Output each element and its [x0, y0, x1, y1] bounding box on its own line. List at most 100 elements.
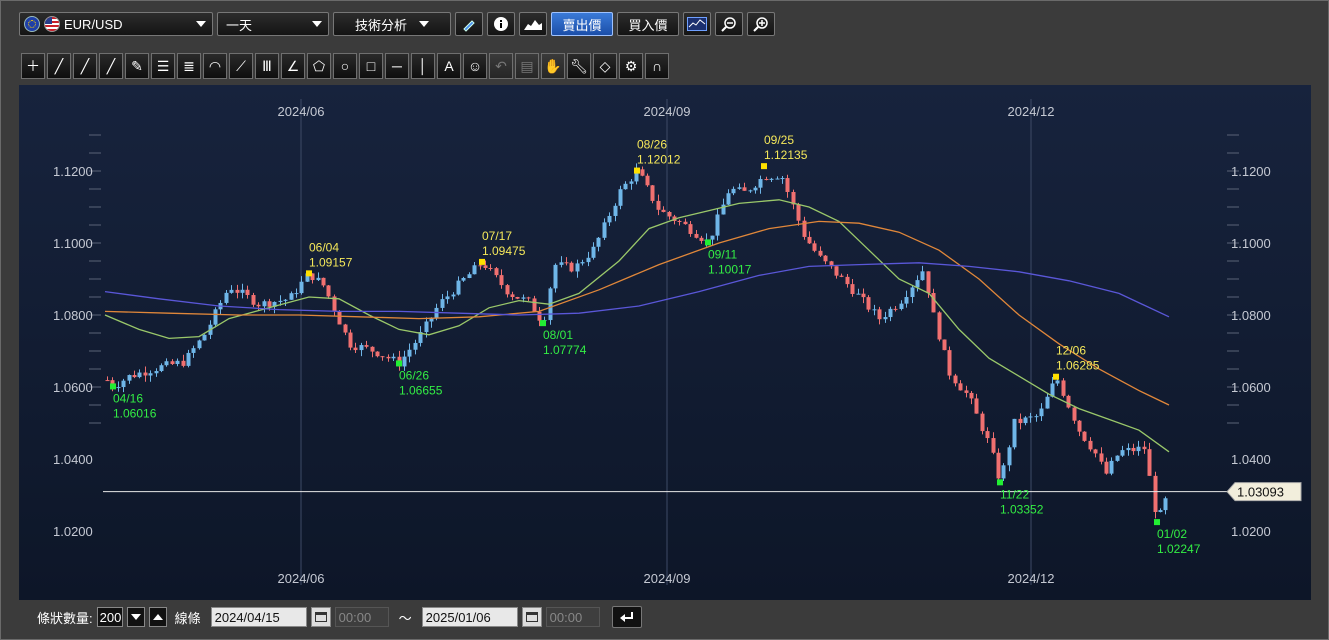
- y-tick-label-left: 1.0200: [53, 524, 93, 539]
- start-date-field[interactable]: 2024/04/15: [210, 607, 307, 627]
- candle-up: [618, 189, 623, 206]
- chart-type-button[interactable]: [519, 12, 547, 36]
- zoom-in-button[interactable]: [747, 12, 775, 36]
- low-marker-price: 1.02247: [1157, 542, 1201, 556]
- candle-up: [883, 317, 888, 320]
- ruler-tool-icon[interactable]: ✎: [125, 53, 149, 79]
- start-calendar-button[interactable]: [310, 607, 331, 627]
- candle-down: [1072, 407, 1077, 421]
- low-marker-date: 11/22: [1000, 487, 1029, 501]
- x-tick-label-top: 2024/06: [278, 104, 325, 119]
- candle-down: [494, 268, 499, 276]
- high-marker-date: 09/25: [764, 133, 794, 147]
- symbol-selector[interactable]: EUR/USD: [19, 12, 213, 36]
- candle-down: [505, 285, 510, 295]
- bars-count-field[interactable]: 200: [96, 607, 123, 627]
- candle-down: [877, 309, 882, 320]
- candle-up: [418, 332, 423, 343]
- horizontal-line-tool-icon[interactable]: ─: [385, 53, 409, 79]
- draw-pen-button[interactable]: [455, 12, 483, 36]
- rectangle-tool-icon[interactable]: □: [359, 53, 383, 79]
- candle-down: [256, 304, 261, 307]
- candle-up: [186, 352, 191, 366]
- hand-icon[interactable]: ✋: [541, 53, 565, 79]
- price-chart[interactable]: 1.1200 1.1200 1.1000 1.1000 1.0800 1.0800 1.06…: [19, 85, 1311, 600]
- technical-analysis-button[interactable]: 技術分析: [333, 12, 451, 36]
- candle-down: [510, 294, 515, 297]
- candle-up: [521, 297, 526, 299]
- candle-down: [980, 413, 985, 432]
- bars-down-button[interactable]: [126, 607, 145, 627]
- period-label: 一天: [226, 17, 253, 33]
- icon-tool-icon[interactable]: ☺: [463, 53, 487, 79]
- candle-down: [866, 297, 871, 310]
- candle-down: [564, 262, 569, 264]
- circle-tool-icon[interactable]: ○: [333, 53, 357, 79]
- sell-price-button[interactable]: 賣出價: [551, 12, 613, 36]
- line-tool-icon[interactable]: ╱: [47, 53, 71, 79]
- candle-up: [769, 178, 774, 180]
- fibonacci-arc-tool-icon[interactable]: ◠: [203, 53, 227, 79]
- start-time-field[interactable]: 00:00: [334, 607, 389, 627]
- candle-up: [580, 262, 585, 264]
- candle-down: [532, 298, 537, 312]
- low-marker-date: 04/16: [113, 391, 143, 405]
- candle-down: [251, 295, 256, 305]
- zoom-out-button[interactable]: [715, 12, 743, 36]
- period-selector[interactable]: 一天: [217, 12, 329, 36]
- candle-down: [132, 375, 137, 378]
- end-time-field[interactable]: 00:00: [545, 607, 600, 627]
- candle-up: [748, 190, 753, 192]
- calendar-icon: [525, 612, 538, 622]
- candle-down: [672, 216, 677, 221]
- candle-up: [1126, 447, 1131, 451]
- end-date-field[interactable]: 2025/01/06: [421, 607, 518, 627]
- end-calendar-button[interactable]: [521, 607, 542, 627]
- drawing-toolbar: ＋ ╱ ╱ ╱ ✎ ☰ ≣ ◠ ⟋ Ⅲ ∠ ⬠ ○ □ ─ │ A ☺ ↶ ▤ …: [21, 53, 669, 79]
- low-marker-price: 1.03352: [1000, 502, 1044, 516]
- extended-line-tool-icon[interactable]: ╱: [99, 53, 123, 79]
- undo-icon[interactable]: ↶: [489, 53, 513, 79]
- low-marker-date: 08/01: [543, 328, 573, 342]
- layers-icon[interactable]: ▤: [515, 53, 539, 79]
- indicator-button[interactable]: [683, 12, 711, 36]
- buy-price-label: 買入價: [628, 17, 668, 33]
- candle-up: [424, 321, 429, 333]
- wrench-icon[interactable]: 🔧︎: [567, 53, 591, 79]
- line-label: 線條: [174, 610, 201, 626]
- vertical-lines-tool-icon[interactable]: Ⅲ: [255, 53, 279, 79]
- horizontal-lines-tool-icon[interactable]: ☰: [151, 53, 175, 79]
- candle-up: [316, 277, 321, 281]
- gann-fan-tool-icon[interactable]: ∠: [281, 53, 305, 79]
- crosshair-tool-icon[interactable]: ＋: [21, 53, 45, 79]
- candle-down: [812, 243, 817, 251]
- triangle-down-icon: [130, 614, 141, 620]
- candle-up: [359, 345, 364, 351]
- buy-price-button[interactable]: 買入價: [617, 12, 679, 36]
- y-tick-label-right: 1.0400: [1231, 452, 1271, 467]
- low-marker-date: 09/11: [708, 247, 737, 261]
- candle-down: [796, 204, 801, 221]
- ray-line-tool-icon[interactable]: ╱: [73, 53, 97, 79]
- candle-up: [775, 178, 780, 180]
- ma-mid-line: [104, 220, 1170, 406]
- reset-button[interactable]: [611, 606, 642, 628]
- candle-up: [116, 387, 121, 389]
- settings-icon[interactable]: ⚙︎: [619, 53, 643, 79]
- magnet-icon[interactable]: ∩: [645, 53, 669, 79]
- candle-up: [1001, 465, 1006, 479]
- channel-tool-icon[interactable]: ≣: [177, 53, 201, 79]
- candle-up: [305, 273, 310, 282]
- text-tool-icon[interactable]: A: [437, 53, 461, 79]
- candle-up: [283, 299, 288, 301]
- bars-up-button[interactable]: [148, 607, 167, 627]
- eraser-icon[interactable]: ◇: [593, 53, 617, 79]
- chart-canvas[interactable]: 1.1200 1.1200 1.1000 1.1000 1.0800 1.0800 1.06…: [19, 85, 1311, 600]
- candle-up: [888, 308, 893, 318]
- vertical-line-tool-icon[interactable]: │: [411, 53, 435, 79]
- info-button[interactable]: [487, 12, 515, 36]
- pentagon-tool-icon[interactable]: ⬠: [307, 53, 331, 79]
- low-marker: [110, 383, 116, 390]
- high-marker: [479, 258, 485, 265]
- fibonacci-fan-tool-icon[interactable]: ⟋: [229, 53, 253, 79]
